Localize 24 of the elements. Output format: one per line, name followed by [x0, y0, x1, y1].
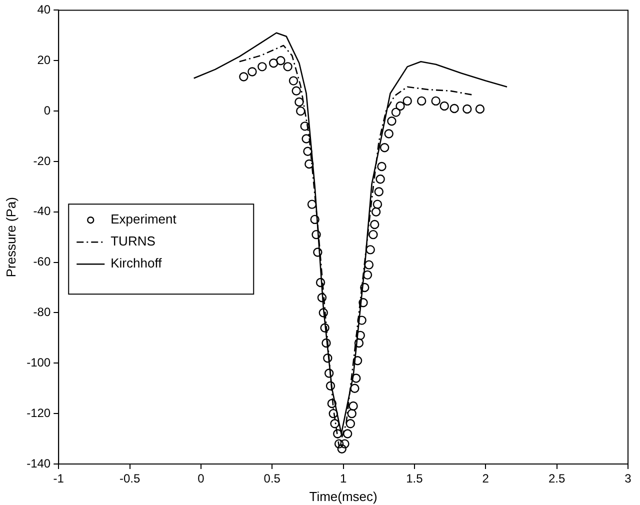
y-tick-label: -40	[33, 204, 51, 218]
y-tick-label: 40	[37, 2, 51, 17]
x-tick-label: 0	[198, 472, 205, 486]
y-axis-title: Pressure (Pa)	[3, 197, 18, 278]
x-tick-label: -1	[53, 472, 64, 486]
y-tick-label: -60	[33, 254, 51, 269]
x-tick-label: 1.5	[406, 472, 424, 486]
x-tick-label: 3	[624, 472, 632, 486]
y-tick-label: 20	[37, 52, 51, 67]
legend-label: Kirchhoff	[110, 256, 162, 271]
x-tick-label: 2	[482, 472, 490, 486]
x-axis-title: Time(msec)	[309, 488, 378, 504]
x-tick-label: -0.5	[119, 472, 140, 486]
x-tick-label: 1	[340, 472, 347, 486]
x-tick-label: 2.5	[548, 472, 566, 486]
y-tick-label: -100	[26, 355, 51, 370]
legend-label: Experiment	[110, 212, 177, 227]
y-tick-label: -120	[26, 406, 51, 420]
y-tick-label: -80	[33, 305, 51, 320]
legend-label: TURNS	[110, 234, 156, 249]
y-tick-label: -140	[26, 456, 51, 470]
x-tick-label: 0.5	[264, 472, 281, 486]
y-tick-label: 0	[44, 103, 51, 118]
y-tick-label: -20	[33, 154, 51, 168]
